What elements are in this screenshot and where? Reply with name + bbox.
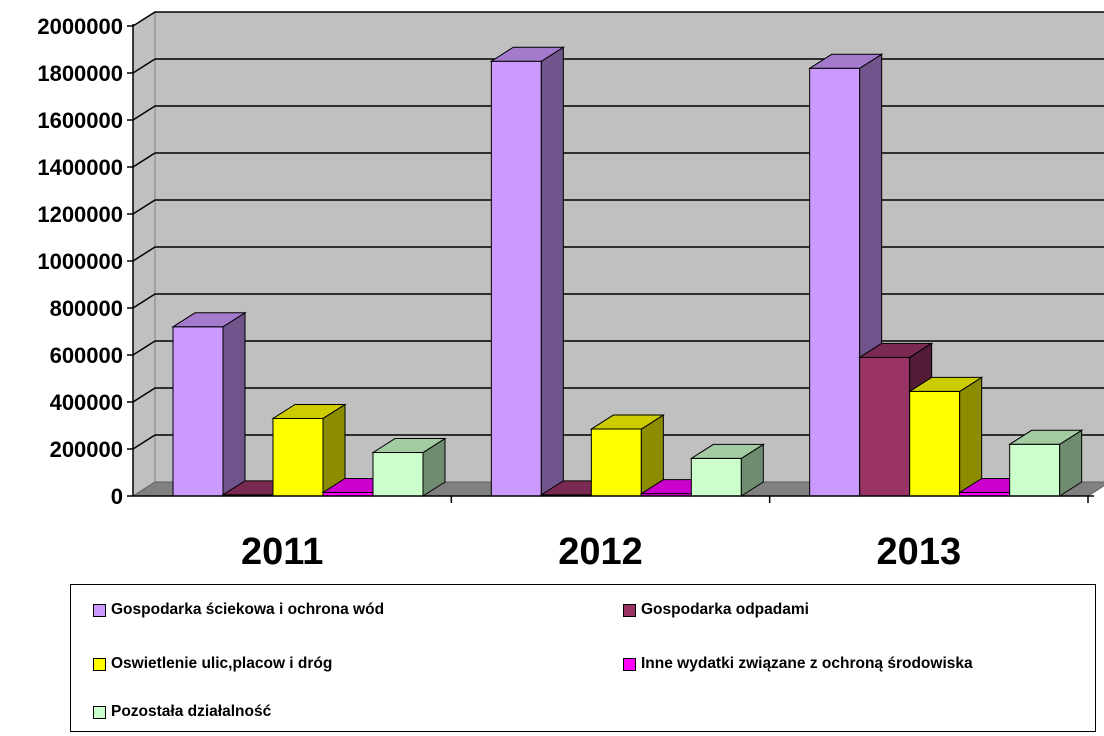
bar-front xyxy=(859,356,911,497)
legend-swatch-0 xyxy=(93,603,106,617)
bar-front xyxy=(372,452,424,497)
bar-2011-2 xyxy=(271,403,347,497)
legend-item-4: Pozostała działalność xyxy=(93,703,271,721)
legend-label-2: Oswietlenie ulic,placow i dróg xyxy=(111,655,333,672)
gridline-4 xyxy=(132,293,1104,309)
legend-swatch-1 xyxy=(623,603,636,617)
bar-2012-2 xyxy=(589,414,666,497)
bar-front xyxy=(690,457,742,497)
bar-front xyxy=(1009,443,1061,497)
axes xyxy=(127,24,1094,503)
bar-chart: 0 200000 400000 600000 800000 1000000 1200000 1… xyxy=(37,11,1104,573)
y-tick-label-9: 1800000 xyxy=(37,61,123,86)
y-tick-label-2: 400000 xyxy=(50,390,123,415)
x-axis-ticks: 2011 2012 2013 xyxy=(241,531,961,573)
bar-front xyxy=(590,428,642,497)
legend: Gospodarka ściekowa i ochrona wód Gospod… xyxy=(70,584,1096,732)
y-tick-label-3: 600000 xyxy=(50,343,123,368)
bar-top xyxy=(271,403,347,419)
legend-item-1: Gospodarka odpadami xyxy=(623,601,809,619)
bar-top xyxy=(857,342,934,358)
gridline-3 xyxy=(132,340,1104,356)
gridline-9 xyxy=(132,58,1104,74)
bar-side xyxy=(959,376,983,497)
y-tick-label-6: 1200000 xyxy=(37,202,123,227)
bar-top xyxy=(589,414,666,430)
legend-label-3: Inne wydatki związane z ochroną środowis… xyxy=(641,655,973,672)
bar-2012-4 xyxy=(689,443,766,497)
bar-front xyxy=(809,67,861,497)
bars xyxy=(171,46,1084,497)
x-tick-label-2012: 2012 xyxy=(558,531,643,573)
bar-top xyxy=(907,376,984,392)
y-tick-label-8: 1600000 xyxy=(37,108,123,133)
bar-front xyxy=(490,60,542,497)
bar-side xyxy=(540,46,564,497)
y-tick-label-7: 1400000 xyxy=(37,155,123,180)
y-tick-label-0: 0 xyxy=(111,484,123,509)
bar-top xyxy=(1007,429,1084,445)
gridline-7 xyxy=(132,152,1104,168)
gridline-6 xyxy=(132,199,1104,215)
y-tick-label-1: 200000 xyxy=(50,437,123,462)
bar-2013-2 xyxy=(907,376,984,497)
legend-item-0: Gospodarka ściekowa i ochrona wód xyxy=(93,601,384,619)
gridline-1 xyxy=(132,434,1104,450)
bar-front xyxy=(272,417,324,497)
y-tick-label-4: 800000 xyxy=(50,296,123,321)
y-tick-label-10: 2000000 xyxy=(37,14,123,39)
gridline-2 xyxy=(132,387,1104,403)
legend-label-1: Gospodarka odpadami xyxy=(641,601,809,618)
bar-front xyxy=(172,326,224,497)
legend-label-0: Gospodarka ściekowa i ochrona wód xyxy=(111,601,385,618)
gridline-8 xyxy=(132,105,1104,121)
bar-2013-4 xyxy=(1007,429,1084,497)
legend-swatch-2 xyxy=(93,657,106,671)
bar-top xyxy=(371,438,447,454)
y-axis-ticks: 0 200000 400000 600000 800000 1000000 1200000 1… xyxy=(37,14,123,509)
y-tick-label-5: 1000000 xyxy=(37,249,123,274)
bar-2011-4 xyxy=(371,437,447,497)
legend-label-4: Pozostała działalność xyxy=(111,703,272,720)
bar-top xyxy=(171,312,247,328)
gridlines xyxy=(132,11,1104,450)
bar-side xyxy=(222,311,246,497)
gridline-10 xyxy=(132,11,1104,27)
legend-swatch-3 xyxy=(623,657,636,671)
bar-2011-0 xyxy=(171,311,247,497)
bar-top xyxy=(807,53,884,69)
legend-item-2: Oswietlenie ulic,placow i dróg xyxy=(93,655,332,673)
bar-top xyxy=(489,46,566,62)
bar-top xyxy=(689,443,766,459)
bar-2012-0 xyxy=(489,46,566,497)
x-tick-label-2013: 2013 xyxy=(877,531,962,573)
bar-front xyxy=(909,390,961,497)
legend-swatch-4 xyxy=(93,705,106,719)
x-tick-label-2011: 2011 xyxy=(241,531,323,573)
gridline-5 xyxy=(132,246,1104,262)
legend-item-3: Inne wydatki związane z ochroną środowis… xyxy=(623,655,973,673)
